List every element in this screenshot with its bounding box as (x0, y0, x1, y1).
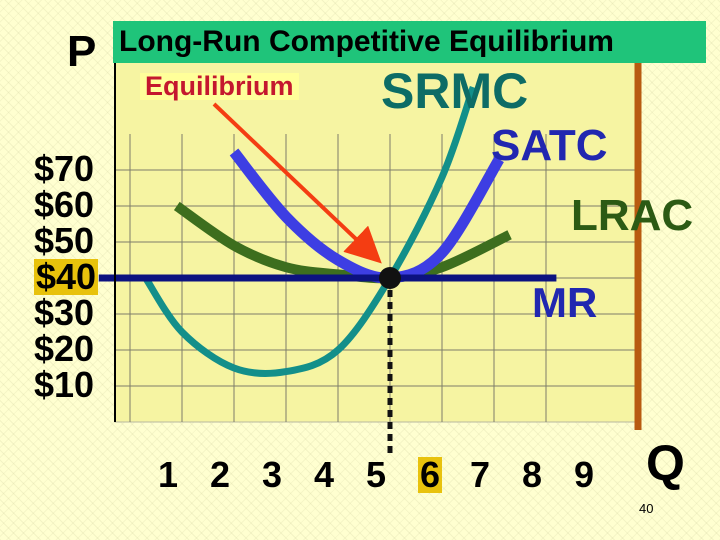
cost-curves (98, 86, 557, 378)
x-tick-label: 1 (158, 454, 179, 495)
x-tick-label: 3 (262, 454, 283, 495)
y-tick-label: $40 (34, 256, 99, 297)
x-axis-label: Q (646, 435, 685, 491)
x-tick-label: 9 (574, 454, 595, 495)
y-tick-label: $30 (34, 292, 95, 333)
series-label-mr: MR (532, 279, 598, 326)
chart-title: Long-Run Competitive Equilibrium (113, 21, 706, 63)
series-label-satc: SATC (491, 121, 608, 170)
equilibrium-arrow (212, 102, 382, 264)
x-tick-label: 5 (366, 454, 387, 495)
series-lrac-line (173, 201, 512, 284)
slide-number: 40 (639, 501, 654, 516)
x-tick-label: 2 (210, 454, 231, 495)
equilibrium-point (379, 267, 401, 289)
series-satc-line (229, 148, 504, 284)
y-axis-label: P (67, 27, 97, 76)
x-tick-label: 6 (418, 454, 443, 495)
x-tick-label: 7 (470, 454, 491, 495)
y-tick-label: $10 (34, 364, 95, 405)
x-tick-label: 8 (522, 454, 543, 495)
y-tick-label: $70 (34, 148, 95, 189)
y-tick-label: $20 (34, 328, 95, 369)
series-label-srmc: SRMC (381, 63, 529, 119)
series-srmc-line (142, 86, 477, 378)
equilibrium-label: Equilibrium (140, 73, 299, 100)
x-tick-label: 4 (314, 454, 335, 495)
y-tick-label: $60 (34, 184, 95, 225)
series-label-lrac: LRAC (571, 191, 694, 240)
y-tick-label: $50 (34, 220, 95, 261)
